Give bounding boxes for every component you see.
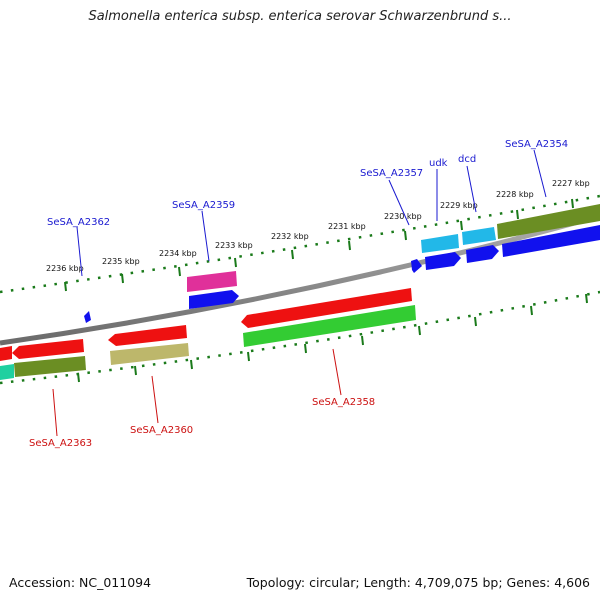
- gene-sesa-a2359-blue[interactable]: [189, 290, 239, 309]
- gene-sesa-a2358-red[interactable]: [241, 288, 412, 328]
- gene-sesa-a2360-red[interactable]: [108, 325, 187, 346]
- bottom-gene-labels: SeSA_A2363 SeSA_A2360 SeSA_A2358: [29, 348, 375, 449]
- bottom-major-ticks: [77, 293, 588, 383]
- gene-udk-cyan[interactable]: [421, 234, 459, 253]
- kbp-label-2229: 2229 kbp: [440, 201, 478, 210]
- gene-dcd-cyan[interactable]: [462, 227, 496, 245]
- label-sesa-a2358[interactable]: SeSA_A2358: [312, 397, 375, 408]
- kbp-label-2231: 2231 kbp: [328, 222, 366, 231]
- kbp-label-2234: 2234 kbp: [159, 249, 197, 258]
- genome-summary-text: Topology: circular; Length: 4,709,075 bp…: [246, 575, 590, 590]
- label-sesa-a2357[interactable]: SeSA_A2357: [360, 168, 423, 179]
- label-sesa-a2363[interactable]: SeSA_A2363: [29, 438, 92, 449]
- gene-arrow-small-blue-left[interactable]: [84, 311, 91, 323]
- label-udk[interactable]: udk: [429, 158, 448, 169]
- genome-title: Salmonella enterica subsp. enterica sero…: [88, 9, 512, 24]
- top-major-ticks: [64, 198, 574, 292]
- gene-dcd-blue[interactable]: [466, 245, 499, 263]
- top-strand-genes: [84, 204, 600, 323]
- kbp-label-2227: 2227 kbp: [552, 179, 590, 188]
- gene-sesa-a2358-green[interactable]: [243, 305, 416, 347]
- gene-sesa-a2354-blue[interactable]: [502, 225, 600, 257]
- gene-red-left-edge[interactable]: [0, 346, 12, 361]
- accession-text: Accession: NC_011094: [9, 575, 152, 590]
- gene-udk-blue[interactable]: [425, 252, 461, 270]
- bottom-strand-genes: [0, 288, 416, 380]
- label-dcd[interactable]: dcd: [458, 154, 476, 165]
- gene-sesa-a2363-olive[interactable]: [14, 356, 86, 377]
- gene-sesa-a2360-khaki[interactable]: [110, 343, 189, 365]
- label-sesa-a2360[interactable]: SeSA_A2360: [130, 425, 193, 436]
- kbp-label-2228: 2228 kbp: [496, 190, 534, 199]
- kbp-label-2235: 2235 kbp: [102, 257, 140, 266]
- kbp-label-2230: 2230 kbp: [384, 212, 422, 221]
- gene-sesa-a2359-magenta[interactable]: [187, 271, 237, 292]
- kbp-label-2236: 2236 kbp: [46, 264, 84, 273]
- label-sesa-a2362[interactable]: SeSA_A2362: [47, 217, 110, 228]
- genome-backbone: [0, 213, 600, 346]
- top-gene-labels: SeSA_A2362 SeSA_A2359 SeSA_A2357 udk dcd…: [47, 139, 568, 277]
- gene-teal-left-edge[interactable]: [0, 364, 14, 380]
- gene-arrow-small-blue-mid[interactable]: [411, 259, 422, 273]
- gene-sesa-a2363-red[interactable]: [12, 339, 84, 359]
- label-sesa-a2354[interactable]: SeSA_A2354: [505, 139, 568, 150]
- label-sesa-a2359[interactable]: SeSA_A2359: [172, 200, 235, 211]
- kbp-label-2233: 2233 kbp: [215, 241, 253, 250]
- kbp-labels: 2236 kbp 2235 kbp 2234 kbp 2233 kbp 2232…: [46, 179, 590, 273]
- gene-sesa-a2354-olive[interactable]: [497, 204, 600, 239]
- kbp-label-2232: 2232 kbp: [271, 232, 309, 241]
